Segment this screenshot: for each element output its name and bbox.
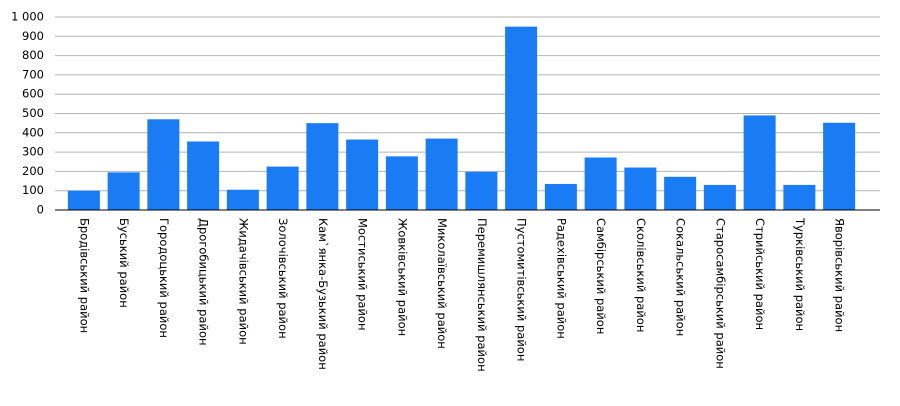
bar: [505, 26, 538, 211]
bar: [664, 176, 697, 210]
y-tick-label: 500: [22, 106, 44, 120]
x-tick-label: Сокальський район: [674, 218, 688, 336]
x-tick-label: Стрийський район: [753, 218, 767, 330]
bar: [385, 156, 418, 210]
y-tick-label: 300: [22, 145, 44, 159]
bar: [544, 183, 577, 210]
bar: [743, 115, 776, 210]
x-tick-label: Яворівський район: [833, 218, 847, 332]
y-tick-label: 0: [37, 203, 44, 217]
bar: [624, 167, 657, 210]
x-tick-label: Жидачівський район: [236, 218, 250, 345]
bar: [147, 119, 180, 210]
x-tick-label: Бродівський район: [77, 218, 91, 333]
y-tick-label: 400: [22, 125, 44, 139]
bar: [703, 184, 736, 210]
x-tick-label: Золочівський район: [276, 218, 290, 339]
x-tick-label: Пустомитівський район: [515, 218, 529, 361]
x-tick-label: Самбірський район: [594, 218, 608, 334]
x-tick-label: Старосамбірський район: [713, 218, 727, 369]
y-tick-label: 800: [22, 48, 44, 62]
y-tick-label: 600: [22, 87, 44, 101]
bar: [266, 166, 299, 210]
x-tick-label: Буський район: [117, 218, 131, 308]
bar: [67, 190, 100, 210]
bar: [226, 189, 259, 210]
x-tick-label: Радехівський район: [554, 218, 568, 339]
y-tick-label: 700: [22, 67, 44, 81]
y-tick-label: 100: [22, 183, 44, 197]
bar: [823, 122, 856, 210]
bar: [465, 171, 498, 210]
x-tick-label: Перемишлянський район: [475, 218, 489, 372]
x-tick-label: Городоцький район: [157, 218, 171, 338]
bar: [107, 172, 140, 210]
x-tick-label: Жовківський район: [395, 218, 409, 336]
x-tick-label: Сколівський район: [634, 218, 648, 332]
bar: [425, 138, 458, 210]
x-tick-label: Дрогобицький район: [197, 218, 211, 346]
x-tick-label: Турківський район: [793, 217, 807, 331]
x-tick-label: Мостиський район: [356, 218, 370, 330]
bar: [306, 123, 339, 210]
bar: [584, 157, 617, 210]
x-tick-label: Миколаївський район: [435, 218, 449, 349]
y-tick-label: 1 000: [11, 10, 44, 24]
bar: [187, 141, 220, 210]
bar: [783, 184, 816, 210]
bar: [346, 139, 379, 210]
x-tick-label: Кам`янка-Бузький район: [316, 218, 330, 370]
y-tick-label: 200: [22, 164, 44, 178]
y-tick-label: 900: [22, 29, 44, 43]
